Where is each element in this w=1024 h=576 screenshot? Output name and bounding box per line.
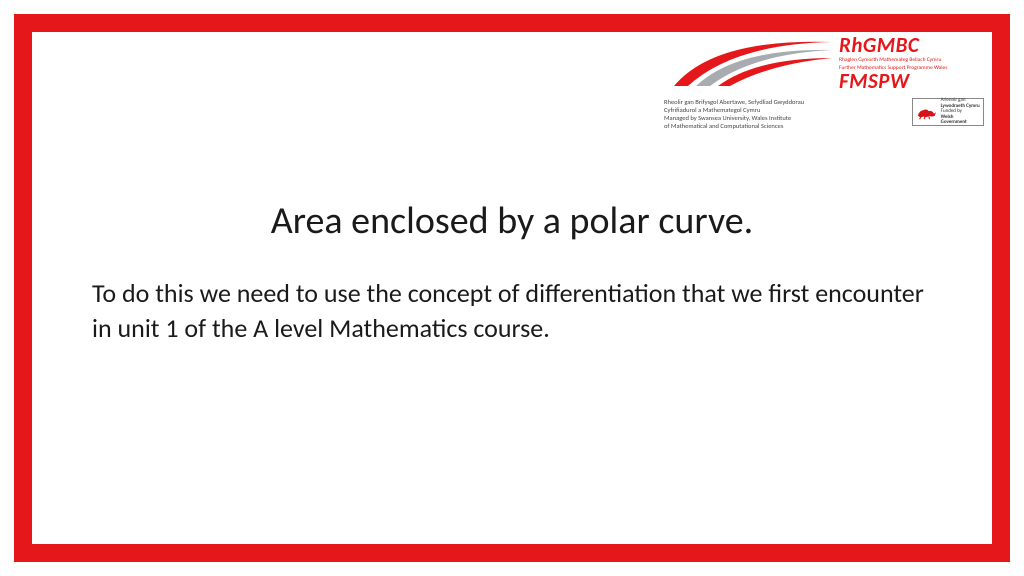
slide: RhGMBC Rhaglen Gymorth Mathemateg Bellac… xyxy=(0,0,1024,576)
brand-text: RhGMBC Rhaglen Gymorth Mathemateg Bellac… xyxy=(839,34,947,92)
logo-block: RhGMBC Rhaglen Gymorth Mathemateg Bellac… xyxy=(664,36,984,128)
slide-body: To do this we need to use the concept of… xyxy=(92,276,932,346)
sponsor-line: Managed by Swansea University, Wales Ins… xyxy=(664,114,904,122)
dragon-icon xyxy=(916,103,938,121)
sponsor-line: of Mathematical and Computational Scienc… xyxy=(664,122,904,130)
sponsor-line: Rheolir gan Brifysgol Abertawe, Sefydlia… xyxy=(664,98,904,106)
brand-name-2: FMSPW xyxy=(839,70,947,92)
brand-subline-1: Rhaglen Gymorth Mathemateg Bellach Cymru xyxy=(839,57,947,64)
swoosh-icon xyxy=(664,36,834,96)
sponsor-text: Rheolir gan Brifysgol Abertawe, Sefydlia… xyxy=(664,98,904,131)
sponsor-row: Rheolir gan Brifysgol Abertawe, Sefydlia… xyxy=(664,98,984,130)
brand-name-1: RhGMBC xyxy=(839,34,947,56)
slide-title: Area enclosed by a polar curve. xyxy=(0,198,1024,244)
badge-line: Welsh Government xyxy=(941,115,980,126)
badge-text: Ariennir gan Lywodraeth Cymru Funded by … xyxy=(941,98,980,126)
welsh-gov-badge: Ariennir gan Lywodraeth Cymru Funded by … xyxy=(912,98,984,126)
sponsor-line: Cyfrifiadurol a Mathemategol Cymru xyxy=(664,106,904,114)
